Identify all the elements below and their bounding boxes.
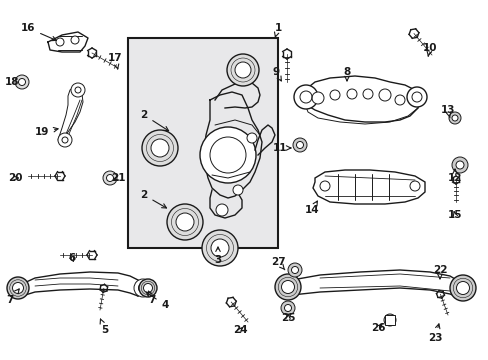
Circle shape bbox=[291, 266, 298, 274]
Text: 25: 25 bbox=[280, 313, 295, 323]
Circle shape bbox=[246, 133, 257, 143]
Circle shape bbox=[167, 204, 203, 240]
Circle shape bbox=[406, 87, 426, 107]
Circle shape bbox=[15, 75, 29, 89]
Text: 22: 22 bbox=[432, 265, 447, 279]
Circle shape bbox=[19, 78, 25, 86]
Circle shape bbox=[281, 301, 294, 315]
Circle shape bbox=[71, 83, 85, 97]
Circle shape bbox=[134, 279, 152, 297]
Polygon shape bbox=[303, 76, 419, 122]
Text: 14: 14 bbox=[304, 201, 319, 215]
Circle shape bbox=[103, 171, 117, 185]
Text: 8: 8 bbox=[343, 67, 350, 81]
Circle shape bbox=[274, 274, 301, 300]
Circle shape bbox=[378, 89, 390, 101]
Circle shape bbox=[71, 36, 79, 44]
Text: 16: 16 bbox=[20, 23, 56, 41]
Circle shape bbox=[7, 277, 29, 299]
Circle shape bbox=[216, 204, 227, 216]
Text: 6: 6 bbox=[68, 253, 76, 263]
Bar bbox=[384, 315, 394, 325]
Text: 7: 7 bbox=[148, 291, 155, 305]
Circle shape bbox=[143, 284, 152, 292]
Circle shape bbox=[451, 115, 457, 121]
Circle shape bbox=[151, 139, 169, 157]
Circle shape bbox=[287, 263, 302, 277]
Text: 18: 18 bbox=[5, 77, 19, 87]
Circle shape bbox=[346, 89, 356, 99]
Circle shape bbox=[142, 130, 178, 166]
Text: 13: 13 bbox=[440, 105, 454, 118]
Circle shape bbox=[296, 141, 303, 149]
Text: 17: 17 bbox=[107, 53, 122, 69]
Circle shape bbox=[319, 181, 329, 191]
Circle shape bbox=[56, 38, 64, 46]
Circle shape bbox=[202, 230, 238, 266]
Circle shape bbox=[176, 213, 194, 231]
Text: 9: 9 bbox=[272, 67, 281, 81]
Circle shape bbox=[226, 54, 259, 86]
Circle shape bbox=[281, 280, 294, 293]
Circle shape bbox=[449, 275, 475, 301]
Circle shape bbox=[292, 138, 306, 152]
Circle shape bbox=[139, 279, 157, 297]
Text: 19: 19 bbox=[35, 127, 58, 137]
Text: 3: 3 bbox=[214, 247, 221, 265]
Text: 2: 2 bbox=[140, 110, 168, 131]
Text: 5: 5 bbox=[100, 319, 108, 335]
Text: 11: 11 bbox=[272, 143, 290, 153]
Bar bbox=[128, 38, 278, 248]
Text: 12: 12 bbox=[447, 169, 461, 183]
Circle shape bbox=[451, 157, 467, 173]
Polygon shape bbox=[58, 88, 83, 143]
Circle shape bbox=[106, 175, 113, 181]
Text: 20: 20 bbox=[8, 173, 22, 183]
Text: 10: 10 bbox=[422, 43, 436, 56]
Text: 24: 24 bbox=[232, 325, 247, 335]
Circle shape bbox=[455, 161, 463, 169]
Circle shape bbox=[13, 283, 23, 293]
Circle shape bbox=[284, 305, 291, 311]
Text: 15: 15 bbox=[447, 210, 461, 220]
Circle shape bbox=[456, 282, 468, 294]
Circle shape bbox=[329, 90, 339, 100]
Circle shape bbox=[58, 133, 72, 147]
Text: 26: 26 bbox=[370, 323, 385, 333]
Text: 1: 1 bbox=[274, 23, 281, 37]
Circle shape bbox=[200, 127, 256, 183]
Circle shape bbox=[232, 185, 243, 195]
Circle shape bbox=[210, 239, 228, 257]
Text: 4: 4 bbox=[146, 292, 168, 310]
Text: 23: 23 bbox=[427, 324, 441, 343]
Circle shape bbox=[448, 112, 460, 124]
Circle shape bbox=[362, 89, 372, 99]
Circle shape bbox=[293, 85, 317, 109]
Text: 21: 21 bbox=[110, 173, 125, 183]
Circle shape bbox=[311, 92, 324, 104]
Circle shape bbox=[235, 62, 250, 78]
Circle shape bbox=[409, 181, 419, 191]
Text: 7: 7 bbox=[6, 289, 19, 305]
Text: 27: 27 bbox=[270, 257, 285, 270]
Circle shape bbox=[383, 314, 395, 326]
Polygon shape bbox=[312, 170, 424, 204]
Circle shape bbox=[394, 95, 404, 105]
Text: 2: 2 bbox=[140, 190, 166, 208]
